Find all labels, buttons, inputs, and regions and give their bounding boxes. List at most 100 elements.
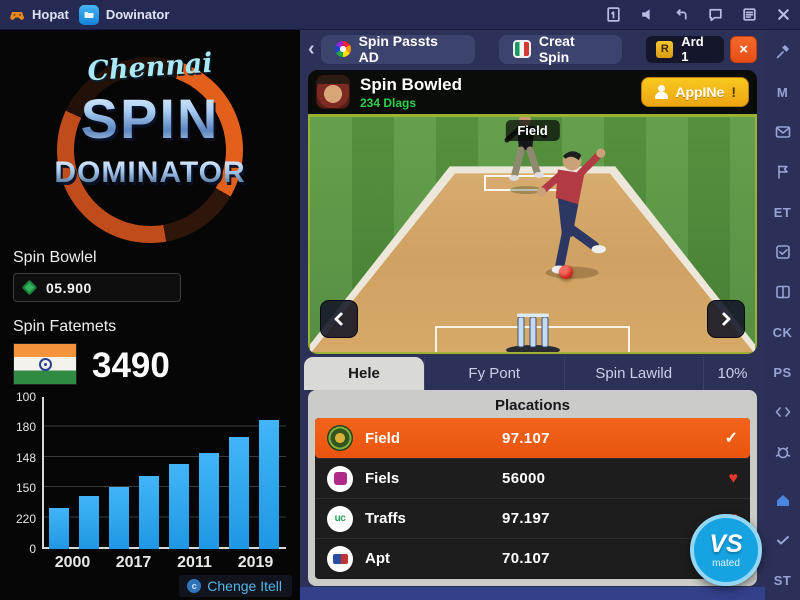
person-icon [654,85,669,99]
checkbox-icon[interactable] [774,240,792,264]
sidebar-item-m[interactable]: M [776,84,789,100]
row-trailing-icon[interactable]: ✓ [724,430,738,447]
bottom-tabbar: Hele Fy Pont Spin Lawild 10% [304,357,761,390]
placements-card: Placations Field 97.107 ✓ Fiels 56000 [308,390,757,586]
row-icon [327,425,353,451]
bowler-figure [519,148,611,279]
app-name[interactable]: Hopat [32,7,69,22]
row-icon [327,545,353,572]
table-row[interactable]: Traffs 97.197 ♥ [315,498,750,538]
bottom-tab[interactable]: Fy Pont [424,357,564,390]
page-info-icon[interactable] [605,6,622,23]
rate-value: 3490 [92,346,170,385]
left-panel: Chennai SPIN DOMINATOR Spin Bowlel 05.90… [0,30,300,600]
chat-icon[interactable] [707,6,724,23]
apply-button[interactable]: AppINe ! [641,77,749,107]
bug-icon[interactable] [774,440,792,464]
game-subtitle: 234 Dlags [360,95,417,110]
wrench-icon[interactable] [774,40,792,64]
home-icon[interactable] [774,488,792,512]
cricket-field: Field [308,114,757,354]
chevron-right-icon [716,311,732,327]
italy-flag-icon [512,40,531,58]
close-icon[interactable] [775,6,792,23]
x-tick-label: 2011 [177,554,212,571]
chart-bar [259,419,279,549]
stumps [500,310,566,352]
sidebar-item-et[interactable]: ET [773,204,792,220]
y-tick-label: 180 [15,420,36,435]
game-titles: Spin Bowled 234 Dlags [360,75,462,110]
y-tick-label: 100 [15,390,36,404]
chart-bar [169,463,189,549]
titlebar: Hopat Dowinator [0,0,800,30]
check-icon[interactable] [774,528,792,552]
logo-title-text: SPIN [0,86,300,151]
bowl-label: Spin Bowlel [13,249,97,266]
row-icon [327,465,353,492]
columns-icon[interactable] [774,280,792,304]
apply-button-label: AppINe [675,84,725,100]
row-value: 56000 [502,470,546,487]
field-label: Field [505,120,560,141]
code-icon[interactable] [774,400,792,424]
tabbar-right-controls: Ard 1 × [646,34,757,64]
volume-icon[interactable] [639,6,656,23]
chart-x-axis: 2000 2017 2011 2019 [42,554,286,572]
india-flag-icon [13,343,77,385]
currency-label: Ard 1 [681,34,704,64]
bowl-value-field[interactable]: 05.900 [13,273,181,302]
bottom-tab[interactable]: Spin Lawild [563,357,704,390]
table-rows: Field 97.107 ✓ Fiels 56000 ♥ Traffs [315,418,750,579]
vs-badge-subtitle: mated [712,557,740,569]
sidebar-item-ck[interactable]: CK [772,324,793,340]
chart-bar [79,495,99,549]
row-trailing-icon[interactable]: ♥ [728,469,739,487]
gem-icon [21,279,38,296]
mail-icon[interactable] [774,120,792,144]
sidebar-item-ps[interactable]: PS [773,364,792,380]
sidebar-item-st[interactable]: ST [773,572,792,588]
row-icon [327,505,353,532]
y-tick-label: 148 [15,450,36,465]
coin-dot-icon: c [187,579,202,593]
close-ad-button[interactable]: × [730,35,757,63]
x-tick-label: 2019 [237,554,274,571]
vs-badge[interactable]: VS mated [690,514,762,586]
menu-icon[interactable] [741,6,758,23]
folder-icon[interactable] [78,4,99,25]
apply-button-suffix: ! [731,84,736,100]
window-title: Dowinator [105,7,170,22]
table-row[interactable]: Apt 70.107 [315,538,750,578]
pinwheel-icon [334,41,351,57]
tab-spin-passts-ad[interactable]: Spin Passts AD [320,33,475,65]
currency-badge[interactable]: Ard 1 [646,34,725,64]
tab-label: Creat Spin [538,33,575,65]
right-sidebar: M ET CK PS ST [765,30,800,600]
y-tick-label: 150 [15,481,36,496]
chakra-icon [38,357,52,371]
table-row[interactable]: Field 97.107 ✓ [315,418,750,458]
avatar [316,75,350,109]
chart-y-axis: 100 180 148 150 220 0 [6,390,36,556]
row-name: Fiels [365,470,400,487]
main-panel: ‹ Spin Passts AD Creat Spin Ard 1 × [300,30,765,600]
table-row[interactable]: Fiels 56000 ♥ [315,458,750,498]
field-next-button[interactable] [707,300,745,338]
table-header: Placations [494,397,571,414]
chart-bar [49,507,69,549]
undo-icon[interactable] [673,6,690,23]
field-prev-button[interactable] [320,300,358,338]
back-chevron-icon[interactable]: ‹ [308,37,315,60]
tab-creat-spin[interactable]: Creat Spin [498,33,623,65]
flag-icon[interactable] [774,160,792,184]
x-tick-label: 2017 [115,554,152,571]
chart-bar [139,476,159,549]
bottom-tab[interactable]: 10% [703,357,761,390]
bottom-tab[interactable]: Hele [304,357,424,390]
row-value: 70.107 [502,550,550,567]
chart-bars [44,397,284,549]
row-name: Apt [365,550,390,567]
footer-link[interactable]: c Chenge Itell [179,575,292,597]
x-tick-label: 2000 [54,554,91,571]
